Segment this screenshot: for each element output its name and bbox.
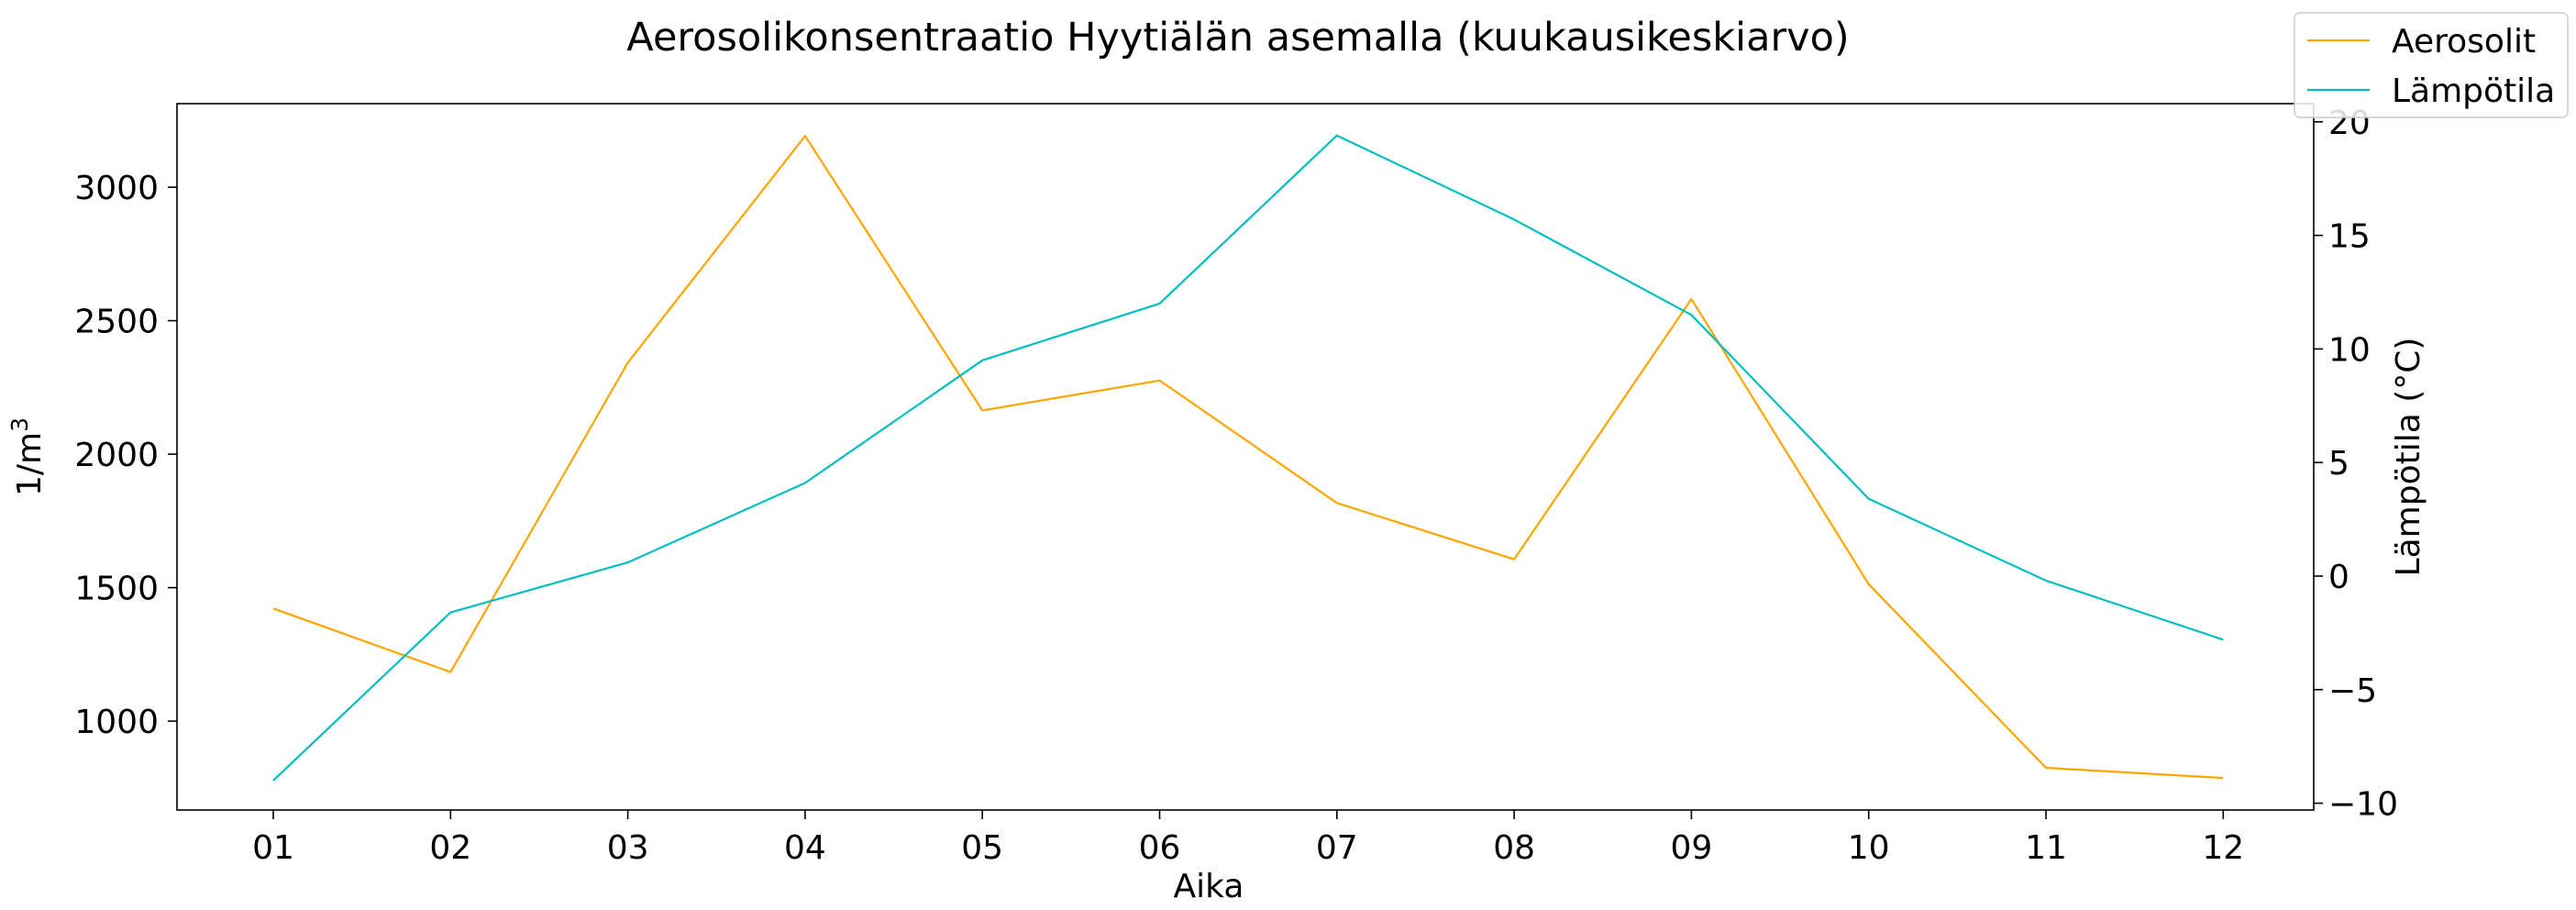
y-tick-label: 2500 <box>74 304 159 341</box>
x-tick-label: 04 <box>784 829 826 867</box>
legend-label-aerosolit: Aerosolit <box>2392 23 2536 61</box>
legend: Aerosolit Lämpötila <box>2294 12 2569 118</box>
y-tick-label: 3000 <box>74 170 159 207</box>
x-tick-label: 07 <box>1316 829 1358 867</box>
y2-tick-label: 10 <box>2328 331 2371 369</box>
y-tick-label: 1500 <box>74 571 159 608</box>
y2-tick-label: −5 <box>2328 672 2377 710</box>
y2-tick-label: −10 <box>2328 786 2398 824</box>
y-tick-label: 2000 <box>74 437 159 474</box>
x-tick-label: 01 <box>252 829 294 867</box>
legend-label-lampotila: Lämpötila <box>2392 72 2555 110</box>
x-axis: 01 02 03 04 05 06 07 08 09 10 11 12 <box>252 810 2244 867</box>
y2-tick-label: 5 <box>2328 445 2349 483</box>
x-tick-label: 10 <box>1848 829 1890 867</box>
series-line-aerosolit <box>272 135 2224 780</box>
series-line-lampotila <box>272 134 2224 782</box>
legend-box <box>2294 12 2569 118</box>
x-tick-label: 11 <box>2025 829 2067 867</box>
y2-axis-label: Lämpötila (°C) <box>2390 338 2427 577</box>
x-tick-label: 08 <box>1493 829 1535 867</box>
y2-tick-label: 15 <box>2328 218 2371 256</box>
plot-area <box>176 103 2315 811</box>
y-axis-label: 1/m3 <box>6 417 49 496</box>
y-tick-label: 1000 <box>74 704 159 741</box>
chart-title: Aerosolikonsentraatio Hyytiälän asemalla… <box>626 15 1849 61</box>
y2-tick-label: 0 <box>2328 559 2349 596</box>
x-tick-label: 09 <box>1670 829 1712 867</box>
x-tick-label: 06 <box>1139 829 1181 867</box>
x-tick-label: 12 <box>2202 829 2244 867</box>
x-tick-label: 03 <box>607 829 649 867</box>
x-axis-label: Aika <box>1174 868 1244 905</box>
y-axis-left: 1000 1500 2000 2500 3000 <box>74 170 177 741</box>
x-tick-label: 05 <box>961 829 1003 867</box>
x-tick-label: 02 <box>429 829 471 867</box>
series-lines <box>272 134 2224 782</box>
